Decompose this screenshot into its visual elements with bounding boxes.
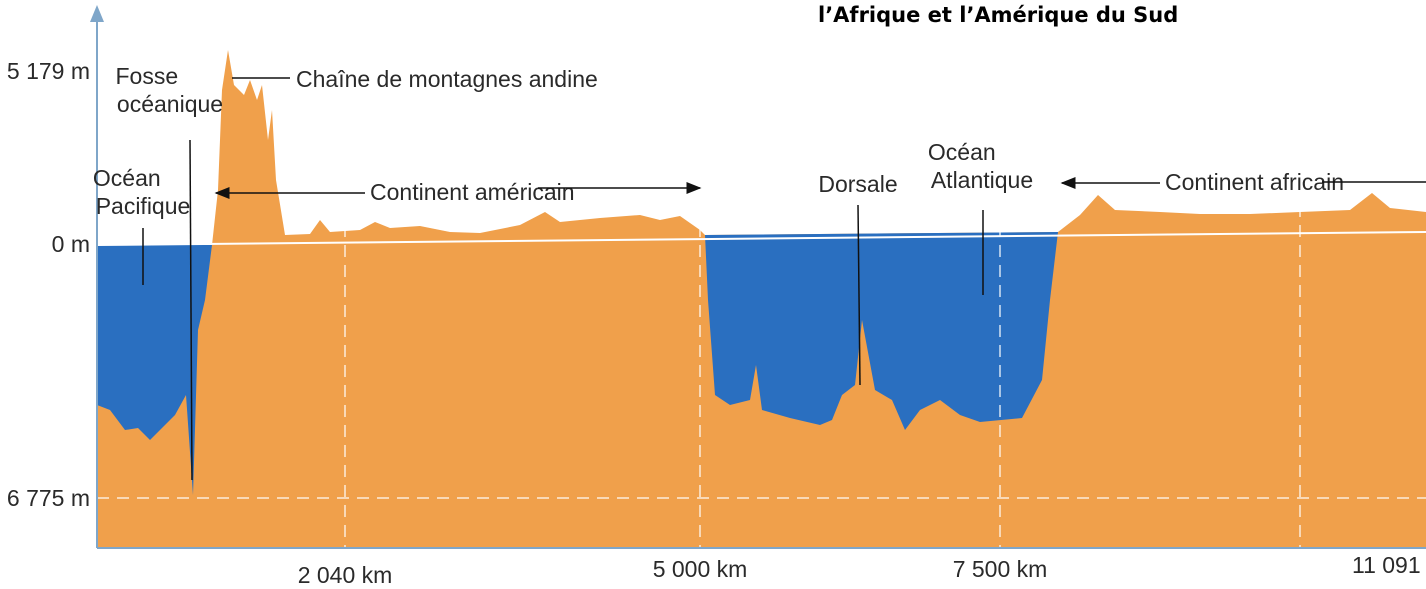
y-label: 5 179 m (7, 58, 90, 84)
annotation: Dorsale (818, 171, 897, 197)
y-axis-arrow (90, 5, 104, 22)
y-label: - 6 775 m (0, 485, 90, 511)
annotation: Continent africain (1165, 169, 1344, 195)
x-label: 5 000 km (653, 556, 748, 582)
annotation-line: Océan (928, 139, 996, 165)
cross-section: l’Afrique et l’Amérique du Sud 5 179 m 0… (0, 0, 1426, 589)
x-label: 11 091 (1352, 552, 1421, 578)
title: l’Afrique et l’Amérique du Sud (818, 3, 1178, 27)
annotation-line: Fosse (115, 63, 178, 89)
annotation-line: Pacifique (96, 193, 191, 219)
y-label: 0 m (52, 231, 90, 257)
annotation: Chaîne de montagnes andine (296, 66, 598, 92)
annotation-line: océanique (117, 91, 223, 117)
annotation: Océan Pacifique (93, 165, 190, 219)
annotation-line: Atlantique (931, 167, 1033, 193)
annotation: Continent américain (370, 179, 575, 205)
annotation: Océan Atlantique (928, 139, 1033, 193)
x-label: 7 500 km (953, 556, 1048, 582)
annotation-line: Océan (93, 165, 161, 191)
annotation: Fosse océanique (115, 63, 223, 117)
x-label: 2 040 km (298, 562, 393, 588)
